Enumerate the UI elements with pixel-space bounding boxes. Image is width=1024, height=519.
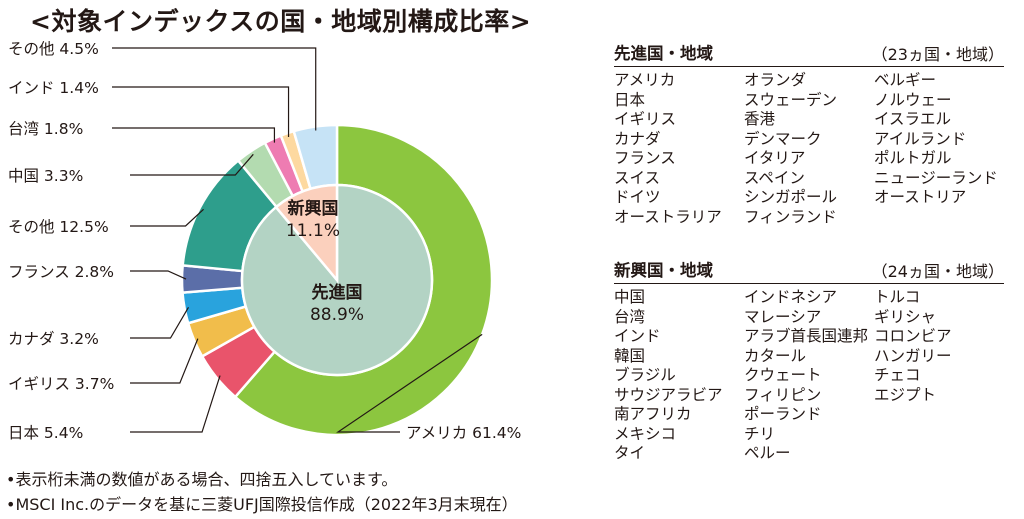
emerging-country: 韓国 xyxy=(614,346,646,365)
emerging-column: トルコ ギリシャ コロンビア ハンガリー チェコ エジプト xyxy=(874,288,1004,464)
inner-slice xyxy=(274,183,339,284)
slice-label: イギリス 3.7% xyxy=(8,375,114,393)
developed-header: 先進国・地域 （23ヵ国・地域） xyxy=(614,40,1004,67)
developed-title: 先進国・地域 xyxy=(614,44,713,63)
developed-country: シンガポール xyxy=(744,188,838,206)
slice-label: その他 12.5% xyxy=(8,218,109,236)
leader-line xyxy=(130,153,254,176)
emerging-count: （24ヵ国・地域） xyxy=(871,262,1004,281)
emerging-country: フィリピン xyxy=(744,385,822,404)
emerging-country: 南アフリカ xyxy=(614,405,692,423)
emerging-country: エジプト xyxy=(874,385,937,404)
developed-country: ニュージーランド xyxy=(874,168,998,187)
emerging-country-list: 中国 台湾 インド 韓国 ブラジル サウジアラビア 南アフリカ メキシコ タイ インドネシア マレー… xyxy=(614,288,1004,464)
leader-line xyxy=(130,307,190,339)
slice-label: 日本 5.4% xyxy=(8,424,83,442)
footnote-rounding: •表示桁未満の数値がある場合、四捨五入しています。 xyxy=(6,470,398,489)
emerging-column: インドネシア マレーシア アラブ首長国連邦 カタール クウェート フィリピン ポーランド チリ… xyxy=(744,288,874,464)
slice-label: カナダ 3.2% xyxy=(8,330,99,348)
developed-country: オーストラリア xyxy=(614,207,722,226)
slice-label: 中国 3.3% xyxy=(8,167,83,185)
developed-country: ノルウェー xyxy=(874,90,952,109)
developed-country: 日本 xyxy=(614,90,646,109)
emerging-country: クウェート xyxy=(744,366,822,384)
developed-country: スイス xyxy=(614,168,661,187)
developed-country: フランス xyxy=(614,149,676,167)
emerging-country: ポーランド xyxy=(744,405,822,423)
emerging-country: マレーシア xyxy=(744,307,822,326)
emerging-country: チリ xyxy=(744,424,776,443)
slice-label: アメリカ 61.4% xyxy=(406,424,521,442)
inner-value-label: 88.9% xyxy=(310,305,364,325)
slice-label: フランス 2.8% xyxy=(8,263,114,281)
emerging-country: アラブ首長国連邦 xyxy=(744,327,869,345)
developed-country: オーストリア xyxy=(874,188,967,206)
emerging-country: 台湾 xyxy=(614,307,646,326)
emerging-header: 新興国・地域 （24ヵ国・地域） xyxy=(614,257,1004,284)
developed-country: オランダ xyxy=(744,71,807,89)
developed-country-list: アメリカ 日本 イギリス カナダ フランス スイス ドイツ オーストラリア オランダ スウェーデン… xyxy=(614,71,1004,227)
emerging-country: チェコ xyxy=(874,366,921,384)
slice-label: その他 4.5% xyxy=(8,40,99,58)
emerging-country: トルコ xyxy=(874,288,921,306)
emerging-title: 新興国・地域 xyxy=(614,261,713,280)
developed-country: ポルトガル xyxy=(874,149,952,167)
emerging-country: カタール xyxy=(744,346,807,365)
emerging-country: ギリシャ xyxy=(874,307,937,326)
leader-line xyxy=(112,86,290,137)
developed-panel: 先進国・地域 （23ヵ国・地域） アメリカ 日本 イギリス カナダ フランス スイス ドイツ… xyxy=(614,40,1004,227)
emerging-country: メキシコ xyxy=(614,424,677,443)
developed-country: スウェーデン xyxy=(744,90,838,109)
inner-value-label: 11.1% xyxy=(286,221,340,241)
developed-country: イタリア xyxy=(744,149,806,167)
emerging-country: ペルー xyxy=(744,444,791,462)
leader-line xyxy=(130,375,221,433)
inner-label: 先進国 xyxy=(312,282,363,303)
inner-label: 新興国 xyxy=(288,198,339,219)
emerging-country: サウジアラビア xyxy=(614,385,723,404)
chart-title: <対象インデックスの国・地域別構成比率> xyxy=(30,7,532,36)
emerging-country: 中国 xyxy=(614,288,646,306)
emerging-country: ハンガリー xyxy=(874,346,952,365)
developed-country: アイルランド xyxy=(874,129,967,148)
developed-country: イスラエル xyxy=(874,110,952,128)
leader-line xyxy=(112,127,276,143)
developed-country: スペイン xyxy=(744,168,805,187)
developed-country: フィンランド xyxy=(744,207,837,226)
emerging-country: インド xyxy=(614,327,661,345)
developed-country: ベルギー xyxy=(874,71,937,89)
slice-label: 台湾 1.8% xyxy=(8,120,83,138)
footnote-source: •MSCI Inc.のデータを基に三菱UFJ国際投信作成（2022年3月末現在） xyxy=(6,495,518,514)
developed-country: デンマーク xyxy=(744,129,822,148)
emerging-country: コロンビア xyxy=(874,327,952,345)
leader-line xyxy=(112,47,317,131)
leader-line xyxy=(336,333,483,433)
developed-country: ドイツ xyxy=(614,188,661,206)
emerging-country: ブラジル xyxy=(614,366,676,384)
emerging-panel: 新興国・地域 （24ヵ国・地域） 中国 台湾 インド 韓国 ブラジル サウジアラビア 南アフ… xyxy=(614,257,1004,464)
slice-label: インド 1.4% xyxy=(8,79,99,97)
developed-country: カナダ xyxy=(614,129,661,148)
emerging-column: 中国 台湾 インド 韓国 ブラジル サウジアラビア 南アフリカ メキシコ タイ xyxy=(614,288,744,464)
developed-column: オランダ スウェーデン 香港 デンマーク イタリア スペイン シンガポール フィンランド xyxy=(744,71,874,227)
developed-column: ベルギー ノルウェー イスラエル アイルランド ポルトガル ニュージーランド オーストリア xyxy=(874,71,1004,227)
developed-country: 香港 xyxy=(744,110,776,128)
emerging-country: インドネシア xyxy=(744,288,838,306)
developed-country: アメリカ xyxy=(614,71,676,89)
leader-line xyxy=(130,270,187,280)
leader-line xyxy=(130,338,199,384)
developed-count: （23ヵ国・地域） xyxy=(871,45,1004,64)
developed-column: アメリカ 日本 イギリス カナダ フランス スイス ドイツ オーストラリア xyxy=(614,71,744,227)
emerging-country: タイ xyxy=(614,444,646,462)
leader-line xyxy=(130,208,204,227)
developed-country: イギリス xyxy=(614,110,677,128)
